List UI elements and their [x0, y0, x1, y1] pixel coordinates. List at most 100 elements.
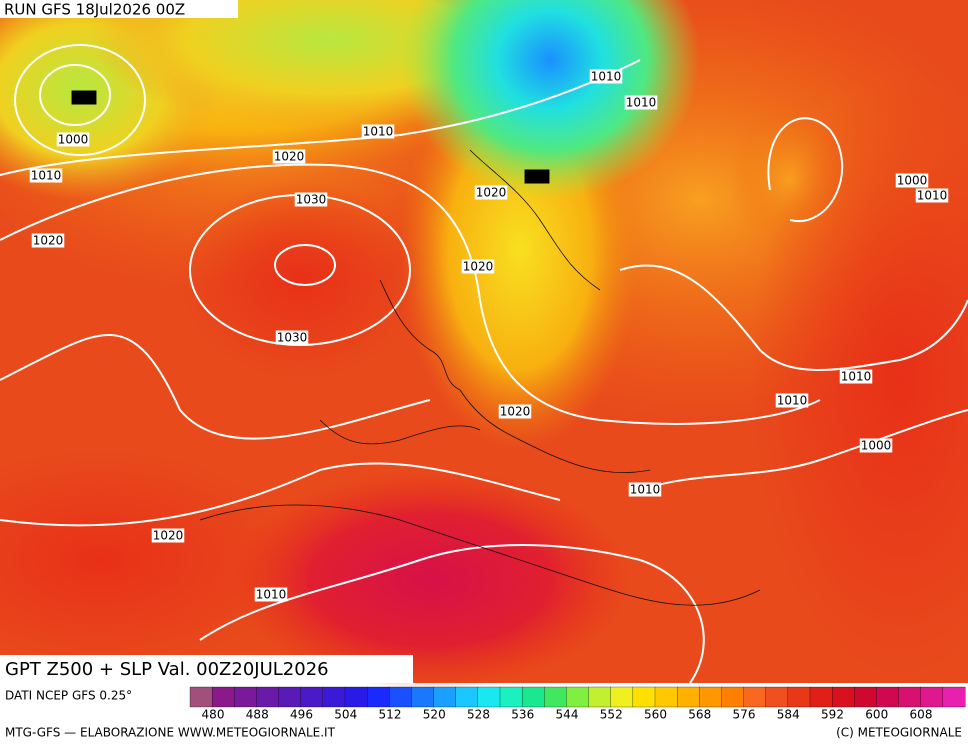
scale-label: 560	[644, 708, 667, 722]
footer-right: (C) METEOGIORNALE	[836, 726, 962, 740]
contour-label: 1020	[463, 260, 494, 274]
contour-label: 1010	[777, 394, 808, 408]
contour-label-bg	[71, 90, 97, 105]
color-swatch	[588, 686, 612, 708]
contour-label-bg	[31, 233, 65, 248]
color-swatch	[322, 686, 346, 708]
run-box	[0, 0, 238, 18]
color-swatch	[876, 686, 900, 708]
scale-label: 528	[467, 708, 490, 722]
contour-label-bg	[859, 438, 893, 453]
contour-label: 1020	[153, 529, 184, 543]
color-swatch	[234, 686, 257, 708]
color-swatch	[344, 686, 368, 708]
contour-label-bg	[272, 149, 306, 164]
color-swatch	[676, 686, 700, 708]
scale-label: 520	[423, 708, 446, 722]
scale-label: 488	[246, 708, 269, 722]
color-swatch	[831, 686, 855, 708]
color-swatch	[898, 686, 922, 708]
contour-label-bg	[474, 185, 508, 200]
scale-label: 592	[821, 708, 844, 722]
contour-label: 1010	[591, 70, 622, 84]
color-swatch	[256, 686, 280, 708]
color-swatch	[389, 686, 412, 708]
scale-label: 552	[600, 708, 623, 722]
scale-label: 504	[334, 708, 357, 722]
source-label: DATI NCEP GFS 0.25°	[5, 689, 132, 703]
scale-label: 576	[733, 708, 756, 722]
contour-label-bg	[839, 369, 873, 384]
contour-label-bg	[461, 259, 495, 274]
contour-label: 1000	[897, 174, 928, 188]
color-swatch	[189, 686, 213, 708]
color-swatch	[721, 686, 745, 708]
contour-label-bg	[589, 69, 623, 84]
color-swatch	[455, 686, 479, 708]
color-swatch	[743, 686, 767, 708]
contour-label: 1000	[861, 439, 892, 453]
contour-label-bg	[56, 132, 90, 147]
contour-label: 552	[73, 91, 96, 105]
contour-label-bg	[624, 95, 658, 110]
scale-label: 600	[865, 708, 888, 722]
color-swatch	[477, 686, 501, 708]
coastlines	[199, 149, 761, 606]
contour-labels: 5521000101010201030102010101010101055210…	[29, 69, 949, 602]
color-swatch	[411, 686, 435, 708]
contour-label-bg	[361, 124, 395, 139]
scale-label: 608	[910, 708, 933, 722]
contour-label: 1010	[841, 370, 872, 384]
contour-label-bg	[775, 393, 809, 408]
color-swatch	[521, 686, 545, 708]
contour-label: 1020	[33, 234, 64, 248]
contour-label: 1030	[296, 193, 327, 207]
scale-label: 544	[556, 708, 579, 722]
contour-label-bg	[254, 587, 288, 602]
contour-label-bg	[895, 173, 929, 188]
contour-label-bg	[915, 188, 949, 203]
color-swatch	[920, 686, 944, 708]
contour-label: 1010	[31, 169, 62, 183]
contour-label-bg	[498, 404, 532, 419]
scale-label: 480	[202, 708, 225, 722]
contour-label-bg	[524, 169, 550, 184]
run-label: RUN GFS 18Jul2026 00Z	[4, 1, 185, 19]
contour-label: 1030	[277, 331, 308, 345]
scale-label: 496	[290, 708, 313, 722]
contour-label: 1010	[363, 125, 394, 139]
contour-label-bg	[628, 482, 662, 497]
map-title: GPT Z500 + SLP Val. 00Z20JUL2026	[5, 659, 329, 680]
color-swatch	[854, 686, 877, 708]
contour-label: 1020	[476, 186, 507, 200]
contour-label: 1010	[256, 588, 287, 602]
footer-left: MTG-GFS — ELABORAZIONE WWW.METEOGIORNALE…	[5, 726, 336, 740]
map-field	[0, 0, 968, 690]
contour-label-bg	[294, 192, 328, 207]
color-swatch	[699, 686, 722, 708]
contour-label-bg	[151, 528, 185, 543]
title-box	[0, 655, 413, 683]
color-swatch	[300, 686, 324, 708]
contour-label: 1000	[58, 133, 89, 147]
color-swatch	[809, 686, 833, 708]
color-swatch	[632, 686, 656, 708]
contour-label-bg	[29, 168, 63, 183]
contour-label-bg	[275, 330, 309, 345]
scale-label: 512	[379, 708, 402, 722]
scale-label: 584	[777, 708, 800, 722]
color-swatch	[610, 686, 634, 708]
color-swatch	[278, 686, 302, 708]
scale-label: 536	[511, 708, 534, 722]
contour-label: 1010	[626, 96, 657, 110]
color-swatch	[566, 686, 590, 708]
contour-label: 1010	[917, 189, 948, 203]
color-swatch	[433, 686, 457, 708]
color-swatch	[499, 686, 523, 708]
contour-label: 1010	[630, 483, 661, 497]
contour-label: 552	[526, 170, 549, 184]
color-swatch	[654, 686, 678, 708]
color-swatch	[765, 686, 789, 708]
color-scale: 480 488 496 504 512 520 528 536 544 552 560 568 576 5…	[189, 686, 966, 722]
